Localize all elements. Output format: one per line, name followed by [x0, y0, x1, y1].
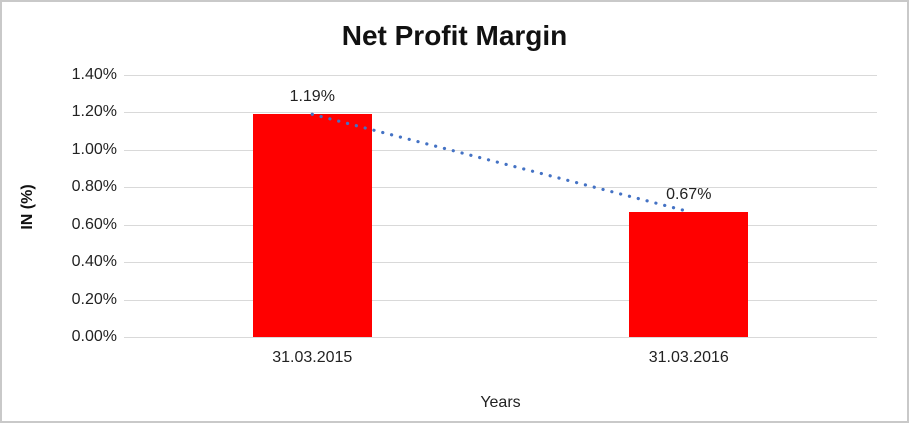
y-tick-label: 0.40% [71, 253, 117, 271]
x-tick-label: 31.03.2015 [272, 349, 353, 366]
y-tick-label: 0.80% [71, 178, 117, 196]
gridline [124, 187, 877, 189]
gridline [124, 299, 877, 301]
x-tick-label: 31.03.2016 [648, 349, 729, 366]
y-axis-title: IN (%) [19, 184, 36, 230]
chart-title: Net Profit Margin [341, 20, 568, 51]
gridline [124, 262, 877, 264]
y-tick-label: 1.20% [71, 103, 117, 121]
gridline [124, 224, 877, 226]
chart-bar [252, 114, 372, 337]
y-tick-label: 0.60% [71, 215, 117, 233]
y-tick-label: 0.00% [71, 328, 117, 345]
gridline [124, 75, 877, 76]
y-tick-label: 1.40% [71, 66, 117, 83]
y-tick-label: 0.20% [71, 290, 117, 308]
chart-bar [629, 211, 749, 337]
x-axis-title: Years [480, 394, 521, 411]
gridline [124, 112, 877, 114]
bar-value-label: 0.67% [666, 185, 712, 203]
gridline [124, 337, 877, 338]
bar-value-label: 1.19% [289, 88, 335, 106]
gridline [124, 149, 877, 151]
y-tick-label: 1.00% [71, 140, 117, 158]
